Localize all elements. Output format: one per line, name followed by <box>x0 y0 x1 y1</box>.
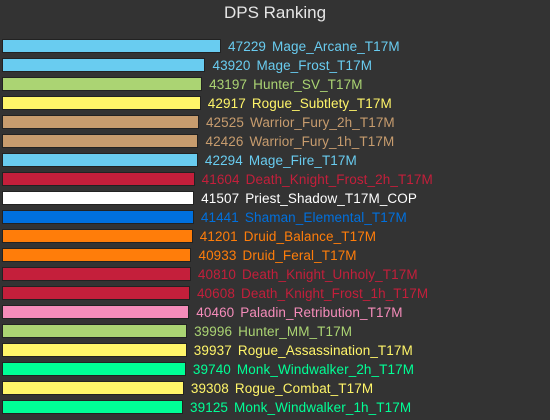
bar-value: 40460 <box>196 304 235 320</box>
bar <box>2 343 187 357</box>
bar-name: Monk_Windwalker_1h_T17M <box>234 399 412 415</box>
bar-name: Druid_Balance_T17M <box>243 228 377 244</box>
bar-name: Hunter_SV_T17M <box>253 76 363 92</box>
bar-name: Mage_Arcane_T17M <box>272 38 400 54</box>
chart-title: DPS Ranking <box>223 3 327 22</box>
bar-label: 41604 Death_Knight_Frost_2h_T17M <box>202 170 433 189</box>
bar <box>2 229 193 243</box>
bar-label: 39308 Rogue_Combat_T17M <box>191 379 373 398</box>
bar-value: 47229 <box>228 38 267 54</box>
bar-value: 41604 <box>201 171 240 187</box>
bar-name: Rogue_Assassination_T17M <box>237 342 413 358</box>
bar-label: 39740 Monk_Windwalker_2h_T17M <box>193 360 414 379</box>
bar <box>2 39 221 53</box>
bar-label: 42294 Mage_Fire_T17M <box>205 151 357 170</box>
bar <box>2 381 184 395</box>
bar-value: 40608 <box>196 285 235 301</box>
bar <box>2 77 203 91</box>
bar <box>2 400 183 414</box>
bar-label: 43197 Hunter_SV_T17M <box>209 75 363 94</box>
bar-label: 40608 Death_Knight_Frost_1h_T17M <box>197 284 428 303</box>
bar <box>2 305 190 319</box>
bar-label: 40810 Death_Knight_Unholy_T17M <box>198 265 418 284</box>
bar-label: 41201 Druid_Balance_T17M <box>200 227 376 246</box>
bar <box>2 210 194 224</box>
bar-value: 41201 <box>199 228 238 244</box>
bar-value: 39740 <box>192 361 231 377</box>
bar-label: 39125 Monk_Windwalker_1h_T17M <box>190 398 411 417</box>
bar-value: 43920 <box>212 57 251 73</box>
bar-label: 42525 Warrior_Fury_2h_T17M <box>206 113 395 132</box>
bar <box>2 58 206 72</box>
bar-value: 42917 <box>207 95 246 111</box>
bar-value: 40933 <box>198 247 237 263</box>
bar-value: 41441 <box>200 209 239 225</box>
bar-name: Hunter_MM_T17M <box>238 323 353 339</box>
bar-name: Rogue_Subtlety_T17M <box>251 95 392 111</box>
bar-label: 39937 Rogue_Assassination_T17M <box>194 341 413 360</box>
bar-value: 39996 <box>194 323 233 339</box>
bar-label: 41441 Shaman_Elemental_T17M <box>201 208 407 227</box>
bar <box>2 153 198 167</box>
bar-value: 42294 <box>204 152 243 168</box>
bar <box>2 115 199 129</box>
bar <box>2 362 186 376</box>
bar-name: Warrior_Fury_1h_T17M <box>249 133 395 149</box>
bar <box>2 191 195 205</box>
bar <box>2 134 199 148</box>
bar-label: 42917 Rogue_Subtlety_T17M <box>208 94 392 113</box>
bar-name: Mage_Fire_T17M <box>248 152 357 168</box>
bar <box>2 286 190 300</box>
bar-label: 40933 Druid_Feral_T17M <box>198 246 356 265</box>
bar-value: 39937 <box>193 342 232 358</box>
bar-label: 39996 Hunter_MM_T17M <box>194 322 352 341</box>
bar-name: Death_Knight_Unholy_T17M <box>241 266 418 282</box>
bar-name: Shaman_Elemental_T17M <box>244 209 407 225</box>
bar-value: 39308 <box>190 380 229 396</box>
bar <box>2 248 192 262</box>
bar-name: Druid_Feral_T17M <box>242 247 357 263</box>
bar-value: 42426 <box>205 133 244 149</box>
bar <box>2 324 188 338</box>
bar <box>2 96 201 110</box>
bar-name: Death_Knight_Frost_2h_T17M <box>245 171 433 187</box>
bar-label: 47229 Mage_Arcane_T17M <box>228 37 400 56</box>
bar <box>2 172 195 186</box>
bar-name: Monk_Windwalker_2h_T17M <box>236 361 415 377</box>
bar-value: 40810 <box>197 266 236 282</box>
bar-label: 43920 Mage_Frost_T17M <box>212 56 372 75</box>
bar-name: Warrior_Fury_2h_T17M <box>249 114 395 130</box>
bar-name: Paladin_Retribution_T17M <box>240 304 403 320</box>
bar-label: 40460 Paladin_Retribution_T17M <box>196 303 402 322</box>
bar-value: 43197 <box>209 76 248 92</box>
bar-label: 42426 Warrior_Fury_1h_T17M <box>205 132 394 151</box>
bar-value: 41507 <box>201 190 240 206</box>
bar-label: 41507 Priest_Shadow_T17M_COP <box>201 189 417 208</box>
bar-name: Rogue_Combat_T17M <box>234 380 374 396</box>
bar-name: Mage_Frost_T17M <box>256 57 373 73</box>
bar-value: 42525 <box>205 114 244 130</box>
bar-name: Priest_Shadow_T17M_COP <box>245 190 417 206</box>
bar-name: Death_Knight_Frost_1h_T17M <box>241 285 429 301</box>
bar-value: 39125 <box>190 399 229 415</box>
bar <box>2 267 191 281</box>
